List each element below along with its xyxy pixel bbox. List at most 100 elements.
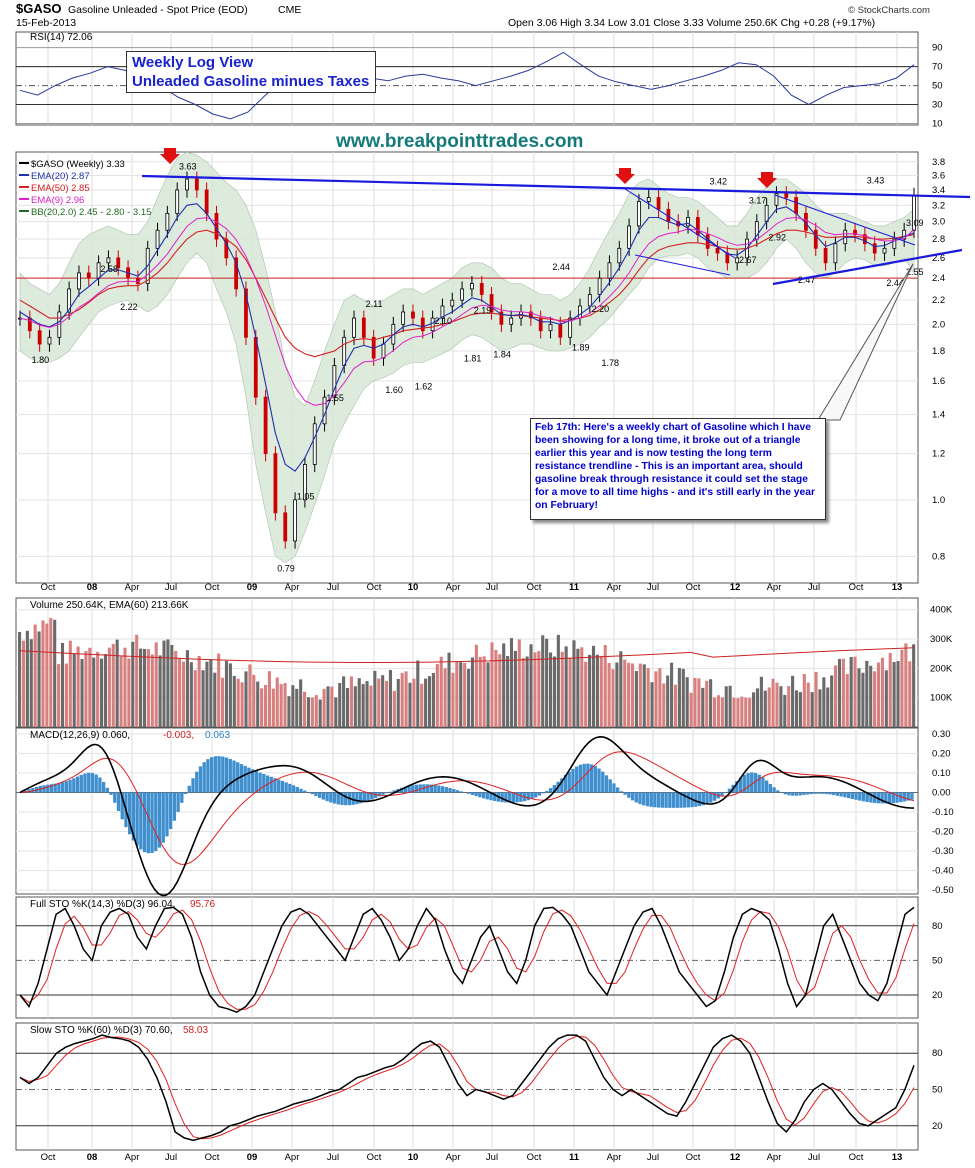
macd-histogram-bar: [165, 792, 169, 837]
y-tick-label: 2.4: [932, 273, 945, 284]
x-tick-label: Oct: [686, 582, 701, 593]
macd-histogram-bar: [612, 783, 616, 793]
candle-body: [450, 299, 455, 307]
volume-bar: [759, 676, 763, 727]
macd-histogram-bar: [683, 792, 687, 808]
candle-body: [794, 197, 799, 214]
volume-bar: [408, 682, 412, 727]
volume-bar: [275, 677, 279, 727]
candle-body: [47, 336, 52, 345]
macd-histogram-bar: [474, 792, 478, 797]
volume-bar: [525, 656, 529, 727]
volume-bar: [611, 669, 615, 727]
macd-legend: MACD(12,26,9) 0.060,: [30, 730, 130, 741]
macd-histogram-bar: [262, 774, 266, 793]
volume-bar: [607, 662, 611, 727]
macd-histogram-bar: [623, 792, 627, 795]
x-tick-label: Jul: [165, 582, 177, 593]
macd-histogram-bar: [571, 768, 575, 793]
volume-bar: [880, 657, 884, 727]
volume-bar: [213, 672, 217, 727]
x-tick-label: Jul: [808, 582, 820, 593]
price-label: 2.19: [474, 305, 492, 315]
volume-bar: [677, 668, 681, 727]
macd-histogram-bar: [388, 791, 393, 793]
macd-histogram-bar: [791, 792, 795, 796]
macd-histogram-bar: [351, 792, 355, 805]
x-tick-label: Oct: [41, 1152, 56, 1163]
price-label: 3.43: [867, 176, 885, 186]
macd-histogram-bar: [597, 768, 601, 793]
candle-body: [77, 272, 81, 290]
macd-histogram-bar: [638, 792, 642, 805]
volume-bar: [670, 662, 674, 727]
macd-histogram-bar: [526, 792, 530, 801]
candle-body: [361, 317, 366, 338]
macd-histogram-bar: [887, 792, 892, 804]
volume-bar: [131, 641, 135, 727]
x-tick-label: Oct: [527, 582, 542, 593]
y-tick-label: 2.8: [932, 234, 945, 245]
slow_sto-legend-d: 58.03: [183, 1025, 208, 1036]
x-tick-label: Jul: [647, 1152, 659, 1163]
date: 15-Feb-2013: [16, 17, 76, 29]
macd-histogram-bar: [813, 792, 817, 794]
macd-histogram-bar: [187, 785, 191, 793]
macd-histogram-bar: [392, 790, 396, 793]
full_sto-k-line: [19, 906, 915, 1014]
candle-body: [872, 243, 877, 254]
macd-histogram-bar: [694, 792, 698, 807]
volume-bar: [568, 658, 572, 727]
macd-histogram-bar: [534, 792, 538, 798]
candle-body: [813, 229, 818, 249]
macd-histogram-bar: [537, 792, 542, 796]
volume-bar: [330, 686, 334, 727]
macd-histogram-bar: [470, 792, 475, 795]
price-label: 0.79: [277, 564, 295, 574]
macd-histogram-bar: [426, 784, 430, 793]
volume-bar: [634, 671, 638, 727]
volume-bar: [787, 686, 791, 727]
volume-bar: [865, 660, 869, 727]
macd-histogram-bar: [787, 792, 791, 796]
macd-histogram-bar: [116, 792, 121, 812]
macd-histogram-bar: [135, 792, 139, 846]
macd-histogram-bar: [765, 780, 769, 793]
volume-bar: [33, 624, 37, 727]
candle-body: [234, 257, 239, 290]
candle-body: [617, 247, 622, 264]
macd-histogram-bar: [228, 758, 232, 793]
macd-histogram-bar: [437, 785, 441, 793]
volume-bar: [529, 644, 533, 727]
volume-bar: [736, 698, 740, 727]
x-tick-label: Oct: [205, 1152, 220, 1163]
macd-histogram-bar: [634, 792, 638, 803]
red-arrow-icon: [160, 148, 180, 164]
candle-body: [253, 336, 258, 398]
volume-bar: [142, 648, 147, 727]
macd-histogram-bar: [563, 775, 568, 793]
macd-histogram-bar: [269, 776, 273, 793]
volume-bar: [181, 661, 186, 727]
y-tick-label: 50: [932, 1085, 943, 1096]
volume-bar: [84, 651, 88, 727]
volume-bar: [96, 651, 100, 727]
macd-histogram-bar: [332, 792, 337, 804]
x-tick-label: 11: [569, 582, 580, 593]
volume-bar: [673, 684, 678, 727]
price-label: 1.80: [32, 355, 50, 365]
macd-histogram-bar: [757, 774, 761, 793]
macd-histogram-bar: [697, 792, 702, 807]
volume-bar: [474, 644, 478, 727]
support-trendline: [772, 248, 963, 286]
candle-body: [352, 317, 356, 338]
x-tick-label: Oct: [41, 582, 56, 593]
macd-histogram-bar: [53, 783, 57, 793]
macd-histogram-bar: [805, 792, 810, 795]
candle-body: [509, 317, 514, 325]
candle-body: [165, 212, 170, 231]
macd-histogram-bar: [671, 792, 676, 808]
macd-histogram-bar: [113, 792, 117, 803]
macd-histogram-bar: [209, 757, 214, 793]
